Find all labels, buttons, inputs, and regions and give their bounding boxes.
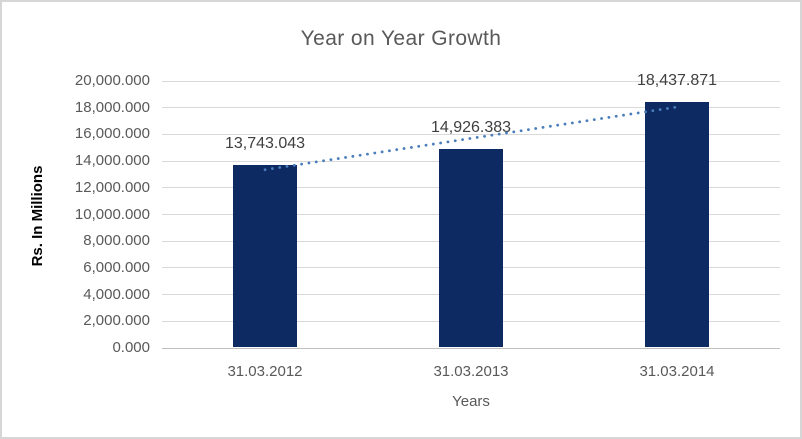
y-axis-tick-label: 2,000.000 <box>83 312 150 330</box>
y-axis-tick-label: 6,000.000 <box>83 258 150 276</box>
x-axis-title: Years <box>452 393 490 410</box>
bar <box>233 164 297 347</box>
y-axis-tick-label: 12,000.000 <box>74 178 150 196</box>
y-axis-tick-label: 20,000.000 <box>74 72 150 89</box>
y-axis-tick-label: 10,000.000 <box>74 205 150 223</box>
y-axis-tick-label: 16,000.000 <box>74 125 150 143</box>
y-axis-tick-label: 0.000 <box>112 339 150 356</box>
bar <box>439 148 503 347</box>
bar-value-label: 18,437.871 <box>636 71 718 89</box>
x-axis-category-label: 31.03.2012 <box>227 363 303 380</box>
x-axis-category-label: 31.03.2013 <box>433 363 509 380</box>
bar-value-label: 13,743.043 <box>224 134 306 152</box>
gridline <box>162 80 780 82</box>
y-axis-tick-label: 8,000.000 <box>83 232 150 250</box>
bar <box>645 101 709 347</box>
x-axis-category-label: 31.03.2014 <box>639 363 715 380</box>
chart-title: Year on Year Growth <box>300 27 502 50</box>
x-axis-line <box>162 347 780 349</box>
bar-value-label: 14,926.383 <box>430 118 512 136</box>
y-axis-tick-label: 18,000.000 <box>74 98 150 116</box>
y-axis-tick-label: 14,000.000 <box>74 152 150 170</box>
y-axis-tick-label: 4,000.000 <box>83 285 150 303</box>
